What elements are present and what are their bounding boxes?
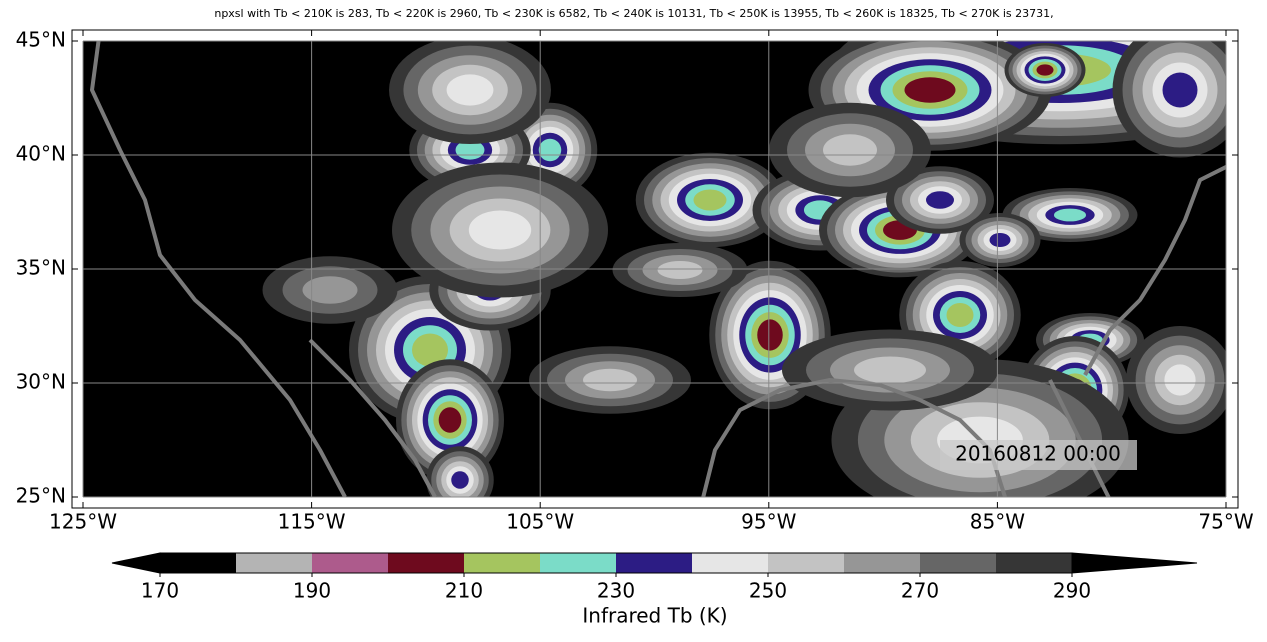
cloud-contour	[757, 319, 783, 350]
cloud-contour	[1054, 209, 1086, 222]
colorbar-segment	[692, 553, 768, 573]
cloud-contour	[990, 233, 1011, 247]
x-tick-label: 125°W	[49, 510, 117, 534]
cloud-contour	[451, 471, 469, 489]
cloud-contour	[1164, 364, 1195, 395]
cloud-contour	[303, 276, 358, 304]
cloud-contour	[447, 74, 494, 105]
colorbar-segment	[312, 553, 388, 573]
colorbar-segment	[844, 553, 920, 573]
y-tick-label: 25°N	[16, 484, 66, 508]
y-tick-label: 30°N	[16, 370, 66, 394]
y-tick-label: 35°N	[16, 256, 66, 280]
cloud-contour	[439, 407, 462, 433]
colorbar-segment	[996, 553, 1072, 573]
x-tick-label: 85°W	[970, 510, 1025, 534]
colorbar-tick-label: 170	[141, 579, 179, 603]
y-tick-label: 45°N	[16, 28, 66, 52]
colorbar-tick-label: 270	[901, 579, 939, 603]
cloud-contour	[947, 303, 974, 327]
colorbar-extend	[1072, 553, 1197, 573]
colorbar-extend	[112, 553, 160, 573]
cloud-contour	[469, 211, 531, 250]
cloud-contour	[1037, 64, 1054, 75]
cloud-contour	[905, 77, 956, 103]
colorbar-segment	[616, 553, 692, 573]
x-tick-label: 105°W	[506, 510, 574, 534]
cloud-contour	[1163, 73, 1198, 108]
title: npxsl with Tb < 210K is 283, Tb < 220K i…	[214, 7, 1053, 20]
cloud-contour	[823, 134, 877, 166]
x-tick-label: 95°W	[741, 510, 796, 534]
colorbar-segment	[920, 553, 996, 573]
colorbar-segment	[540, 553, 616, 573]
cloud-contour	[694, 190, 727, 211]
colorbar-tick-label: 230	[597, 579, 635, 603]
colorbar-tick-label: 290	[1053, 579, 1091, 603]
cloud-contour	[854, 357, 926, 384]
colorbar-segment	[236, 553, 312, 573]
colorbar-tick-label: 190	[293, 579, 331, 603]
timestamp: 20160812 00:00	[955, 442, 1121, 466]
colorbar-label: Infrared Tb (K)	[582, 604, 727, 628]
colorbar-segment	[464, 553, 540, 573]
y-tick-label: 40°N	[16, 142, 66, 166]
colorbar-segment	[768, 553, 844, 573]
x-tick-label: 115°W	[278, 510, 346, 534]
colorbar-segment	[388, 553, 464, 573]
colorbar-tick-label: 250	[749, 579, 787, 603]
colorbar: 170 190 210 230 250 270 290	[112, 553, 1197, 603]
cloud-contour	[583, 369, 637, 392]
colorbar-segment	[160, 553, 236, 573]
cloud-contour	[926, 191, 954, 209]
cloud-contour	[658, 261, 703, 279]
cloud-contour	[539, 139, 562, 162]
colorbar-tick-label: 210	[445, 579, 483, 603]
x-tick-label: 75°W	[1198, 510, 1253, 534]
